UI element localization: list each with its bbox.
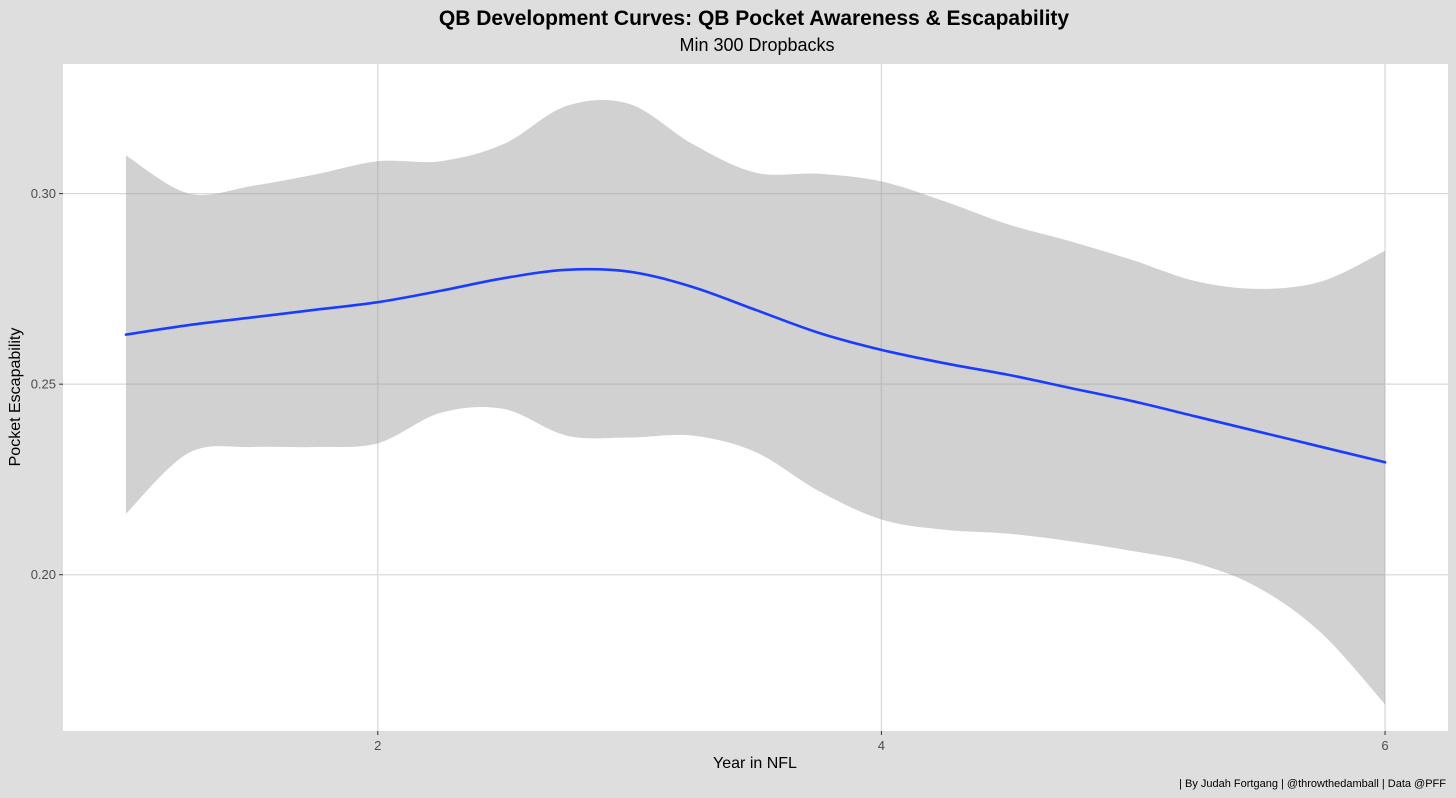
y-tick-label-0: 0.20 [31,567,56,582]
y-axis-ticks: 0.20 0.25 0.30 [31,186,63,582]
y-tick-label-1: 0.25 [31,377,56,392]
plot-panel [63,64,1448,731]
x-axis-ticks: 2 4 6 [374,731,1389,753]
x-tick-label-0: 2 [374,738,381,753]
grid-lines [63,64,1448,731]
confidence-band-layer [125,100,1386,705]
confidence-band [125,100,1386,705]
trend-line-layer [124,267,1387,464]
y-axis-title: Pocket Escapability [7,328,24,467]
x-tick-label-2: 6 [1381,738,1388,753]
chart-caption: | By Judah Fortgang | @throwthedamball |… [1179,778,1446,790]
x-tick-label-1: 4 [878,738,885,753]
y-tick-label-2: 0.30 [31,186,56,201]
x-axis-title: Year in NFL [713,755,797,772]
trend-line-0 [124,267,1387,464]
chart-title: QB Development Curves: QB Pocket Awarene… [439,7,1070,30]
chart-subtitle: Min 300 Dropbacks [679,35,834,55]
